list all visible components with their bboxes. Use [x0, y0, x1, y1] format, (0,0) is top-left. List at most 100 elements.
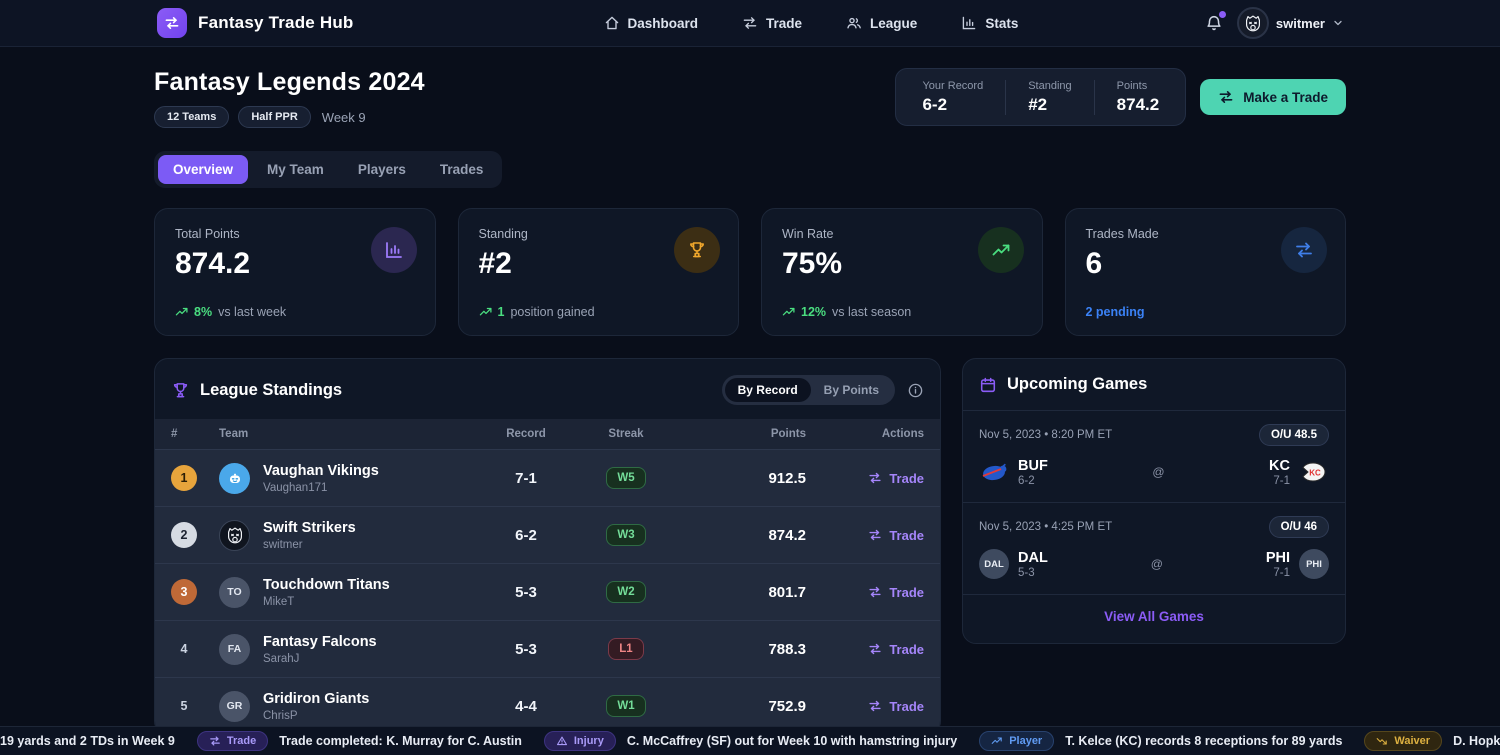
table-row: 1 Vaughan Vikings Vaughan171 7-1 W5 912.…	[155, 449, 940, 506]
points-cell: 801.7	[768, 583, 806, 601]
tab-trades[interactable]: Trades	[439, 162, 484, 177]
team-name: Fantasy Falcons	[263, 633, 377, 650]
over-under-badge: O/U 48.5	[1258, 424, 1329, 446]
record-cell: 5-3	[515, 583, 537, 601]
delta-value: 8%	[194, 305, 213, 319]
nav-item-dashboard[interactable]: Dashboard	[604, 15, 699, 31]
sort-by-points[interactable]: By Points	[823, 383, 879, 397]
swap-icon	[1281, 227, 1327, 273]
tab-overview[interactable]: Overview	[158, 155, 249, 184]
trophy-icon	[171, 381, 190, 400]
sort-by-record[interactable]: By Record	[724, 378, 811, 402]
team-avatar	[219, 462, 250, 494]
quick-stats: Your Record 6-2 Standing #2 Points 874.2	[895, 68, 1187, 126]
card-value: #2	[478, 247, 512, 280]
league-standings-panel: League Standings By Record By Points # T…	[154, 358, 941, 735]
info-icon[interactable]	[907, 382, 924, 399]
upcoming-games-panel: Upcoming Games Nov 5, 2023 • 8:20 PM ET …	[962, 358, 1346, 644]
warning-triangle-icon	[556, 735, 568, 747]
streak-badge: W5	[606, 467, 646, 489]
record-cell: 5-3	[515, 640, 537, 658]
away-record: 6-2	[1018, 474, 1035, 487]
streak-badge: W3	[606, 524, 646, 546]
main-nav: Dashboard Trade League Stats	[604, 15, 1018, 31]
points-label: Points	[1116, 79, 1148, 92]
bar-chart-icon	[961, 15, 977, 31]
home-team: PHI	[1265, 549, 1290, 566]
trade-button[interactable]: Trade	[868, 471, 924, 486]
col-points: Points	[770, 428, 806, 440]
col-rank: #	[171, 428, 178, 440]
trending-up-icon	[479, 305, 493, 319]
users-icon	[846, 15, 862, 31]
top-nav: Fantasy Trade Hub Dashboard Trade League…	[0, 0, 1500, 47]
page-title: Fantasy Legends 2024	[154, 68, 425, 96]
record-cell: 4-4	[515, 697, 537, 715]
points-cell: 788.3	[768, 640, 806, 658]
swap-icon	[868, 585, 882, 599]
trade-button[interactable]: Trade	[868, 585, 924, 600]
ticker-text: D. Hopkins claimed off waivers	[1453, 734, 1500, 748]
trade-button[interactable]: Trade	[868, 528, 924, 543]
over-under-badge: O/U 46	[1268, 516, 1329, 538]
standing-value: #2	[1028, 94, 1048, 114]
card-label: Trades Made	[1085, 227, 1159, 241]
col-streak: Streak	[608, 428, 644, 440]
trade-label: Trade	[889, 470, 924, 486]
make-trade-label: Make a Trade	[1243, 89, 1328, 105]
tab-my-team[interactable]: My Team	[267, 162, 324, 177]
at-sign: @	[1152, 465, 1165, 479]
waiver-badge: Waiver	[1364, 731, 1443, 751]
make-trade-button[interactable]: Make a Trade	[1200, 79, 1346, 115]
home-record: 7-1	[1273, 474, 1290, 487]
view-all-games-link[interactable]: View All Games	[1104, 609, 1204, 624]
scoring-badge: Half PPR	[238, 106, 311, 128]
delta-note: vs last week	[218, 305, 287, 319]
table-row: 4 FA Fantasy Falcons SarahJ 5-3 L1 788.3…	[155, 620, 940, 677]
swap-icon	[1218, 89, 1234, 105]
record-value: 6-2	[922, 94, 948, 114]
table-row: 3 TO Touchdown Titans MikeT 5-3 W2 801.7…	[155, 563, 940, 620]
team-avatar: GR	[219, 690, 250, 722]
nav-item-stats[interactable]: Stats	[961, 15, 1018, 31]
chevron-down-icon	[1332, 17, 1344, 29]
tab-players[interactable]: Players	[357, 162, 406, 177]
standing-label: Standing	[1028, 79, 1072, 92]
trending-up-icon	[977, 227, 1024, 273]
swap-icon	[868, 528, 882, 542]
stat-card-trades-made: Trades Made 6 2 pending	[1064, 208, 1346, 336]
notifications-button[interactable]	[1205, 11, 1226, 32]
brand[interactable]: Fantasy Trade Hub	[157, 8, 354, 38]
app-title: Fantasy Trade Hub	[198, 13, 354, 32]
record-cell: 7-1	[515, 469, 537, 487]
ticker-item: Waiver D. Hopkins claimed off waivers	[1364, 731, 1500, 751]
swap-icon	[742, 15, 758, 31]
svg-text:KC: KC	[1309, 469, 1321, 478]
stat-card-win-rate: Win Rate 75% 12% vs last season	[761, 208, 1043, 336]
trade-button[interactable]: Trade	[868, 699, 924, 714]
away-record: 5-3	[1018, 566, 1035, 579]
ticker-text: T. Kelce (KC) records 8 receptions for 8…	[1065, 734, 1343, 748]
points-value: 874.2	[1116, 94, 1160, 114]
standings-header-row: # Team Record Streak Points Actions	[155, 419, 940, 449]
ticker-text: Trade completed: K. Murray for C. Austin	[279, 734, 522, 748]
rank-badge: 1	[171, 465, 197, 491]
team-avatar: TO	[219, 576, 250, 608]
home-icon	[604, 15, 620, 31]
news-ticker: 19 yards and 2 TDs in Week 9 Trade Trade…	[0, 726, 1500, 755]
record-label: Your Record	[922, 79, 984, 92]
col-actions: Actions	[881, 428, 924, 440]
swap-icon	[868, 642, 882, 656]
trade-button[interactable]: Trade	[868, 642, 924, 657]
swap-icon	[868, 699, 882, 713]
team-name: Vaughan Vikings	[263, 462, 379, 479]
user-menu[interactable]: switmer	[1236, 7, 1344, 39]
nav-label: Dashboard	[627, 15, 699, 31]
team-avatar: FA	[219, 633, 250, 665]
rank-badge: 5	[180, 699, 188, 713]
game-datetime: Nov 5, 2023 • 4:25 PM ET	[979, 521, 1113, 533]
streak-badge: W1	[606, 695, 646, 717]
nav-item-trade[interactable]: Trade	[742, 15, 802, 31]
nav-label: Stats	[985, 15, 1019, 31]
nav-item-league[interactable]: League	[846, 15, 917, 31]
